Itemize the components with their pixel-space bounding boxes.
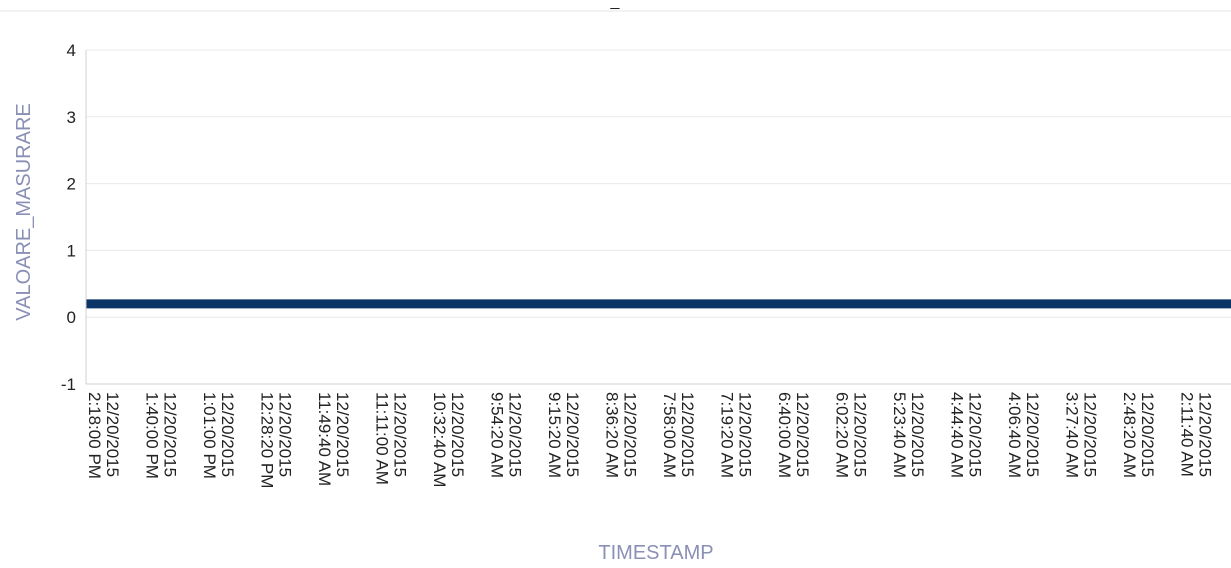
x-tick-date: 12/20/2015 — [563, 392, 582, 477]
x-tick-time: 2:11:40 AM — [1178, 392, 1197, 477]
x-tick-label: 12/20/20154:06:40 AM — [1005, 392, 1042, 478]
x-tick-date: 12/20/2015 — [448, 392, 467, 477]
x-tick-date: 12/20/2015 — [103, 392, 122, 477]
x-tick-time: 5:23:40 AM — [890, 392, 909, 478]
x-tick-date: 12/20/2015 — [908, 392, 927, 477]
x-tick-label: 12/20/20151:40:00 PM — [143, 392, 180, 479]
x-tick-time: 1:40:00 PM — [143, 392, 162, 479]
y-axis-ticks: 4 3 2 1 0 -1 — [61, 41, 76, 394]
x-tick-date: 12/20/2015 — [966, 392, 985, 477]
x-tick-time: 9:54:20 AM — [488, 392, 507, 478]
x-tick-date: 12/20/2015 — [1138, 392, 1157, 477]
y-tick-label: -1 — [61, 375, 76, 394]
x-tick-label: 12/20/201511:49:40 AM — [315, 392, 352, 486]
y-tick-label: 0 — [67, 308, 76, 327]
x-tick-date: 12/20/2015 — [1196, 392, 1215, 477]
x-tick-label: 12/20/20155:23:40 AM — [890, 392, 927, 478]
x-tick-label: 12/20/20152:48:20 AM — [1120, 392, 1157, 478]
x-tick-time: 2:18:00 PM — [85, 392, 104, 479]
x-tick-date: 12/20/2015 — [218, 392, 237, 477]
x-tick-time: 7:19:20 AM — [718, 392, 737, 478]
y-tick-label: 4 — [67, 41, 76, 60]
x-tick-time: 2:48:20 AM — [1120, 392, 1139, 478]
x-tick-label: 12/20/20152:18:00 PM — [85, 392, 122, 479]
x-tick-time: 6:40:00 AM — [775, 392, 794, 478]
x-tick-label: 12/20/20159:54:20 AM — [488, 392, 525, 478]
grid-lines — [86, 49, 1231, 318]
x-tick-date: 12/20/2015 — [1023, 392, 1042, 477]
x-tick-time: 9:15:20 AM — [545, 392, 564, 478]
x-tick-label: 12/20/20156:02:20 AM — [833, 392, 870, 478]
x-tick-label: 12/20/20157:19:20 AM — [718, 392, 755, 478]
x-tick-time: 3:27:40 AM — [1063, 392, 1082, 478]
x-tick-date: 12/20/2015 — [736, 392, 755, 477]
x-tick-label: 12/20/20159:15:20 AM — [545, 392, 582, 478]
x-tick-label: 12/20/20157:58:00 AM — [660, 392, 697, 478]
x-tick-time: 4:06:40 AM — [1005, 392, 1024, 478]
x-tick-time: 11:11:00 AM — [373, 392, 392, 485]
y-tick-label: 1 — [67, 241, 76, 260]
y-tick-label: 2 — [67, 175, 76, 194]
x-tick-date: 12/20/2015 — [1081, 392, 1100, 477]
x-tick-date: 12/20/2015 — [276, 392, 295, 477]
x-tick-label: 12/20/201511:11:00 AM — [373, 392, 410, 485]
x-tick-date: 12/20/2015 — [678, 392, 697, 477]
x-tick-label: 12/20/20151:01:00 PM — [200, 392, 237, 479]
x-axis-ticks: 12/20/20152:18:00 PM 12/20/20151:40:00 PM… — [85, 392, 1215, 488]
x-tick-label: 12/20/20152:11:40 AM — [1178, 392, 1215, 477]
x-tick-time: 8:36:20 AM — [603, 392, 622, 478]
x-tick-date: 12/20/2015 — [506, 392, 525, 477]
x-tick-label: 12/20/20156:40:00 AM — [775, 392, 812, 478]
x-tick-date: 12/20/2015 — [621, 392, 640, 477]
x-tick-time: 1:01:00 PM — [200, 392, 219, 479]
x-tick-date: 12/20/2015 — [793, 392, 812, 477]
x-tick-date: 12/20/2015 — [161, 392, 180, 477]
x-tick-time: 4:44:40 AM — [948, 392, 967, 478]
x-tick-label: 12/20/201510:32:40 AM — [430, 392, 467, 487]
x-tick-time: 12:28:20 PM — [258, 392, 277, 488]
x-tick-label: 12/20/20158:36:20 AM — [603, 392, 640, 478]
x-tick-time: 11:49:40 AM — [315, 392, 334, 486]
x-tick-time: 10:32:40 AM — [430, 392, 449, 487]
x-tick-date: 12/20/2015 — [391, 392, 410, 477]
x-tick-time: 6:02:20 AM — [833, 392, 852, 478]
chart-title: _ — [610, 0, 621, 10]
x-tick-label: 12/20/201512:28:20 PM — [258, 392, 295, 488]
y-axis-title: VALOARE_MASURARE — [13, 103, 35, 320]
x-tick-label: 12/20/20154:44:40 AM — [948, 392, 985, 478]
x-tick-time: 7:58:00 AM — [660, 392, 679, 478]
x-tick-label: 12/20/20153:27:40 AM — [1063, 392, 1100, 478]
y-tick-label: 3 — [67, 108, 76, 127]
x-axis-title: TIMESTAMP — [598, 542, 713, 564]
x-tick-date: 12/20/2015 — [333, 392, 352, 477]
x-tick-date: 12/20/2015 — [851, 392, 870, 477]
